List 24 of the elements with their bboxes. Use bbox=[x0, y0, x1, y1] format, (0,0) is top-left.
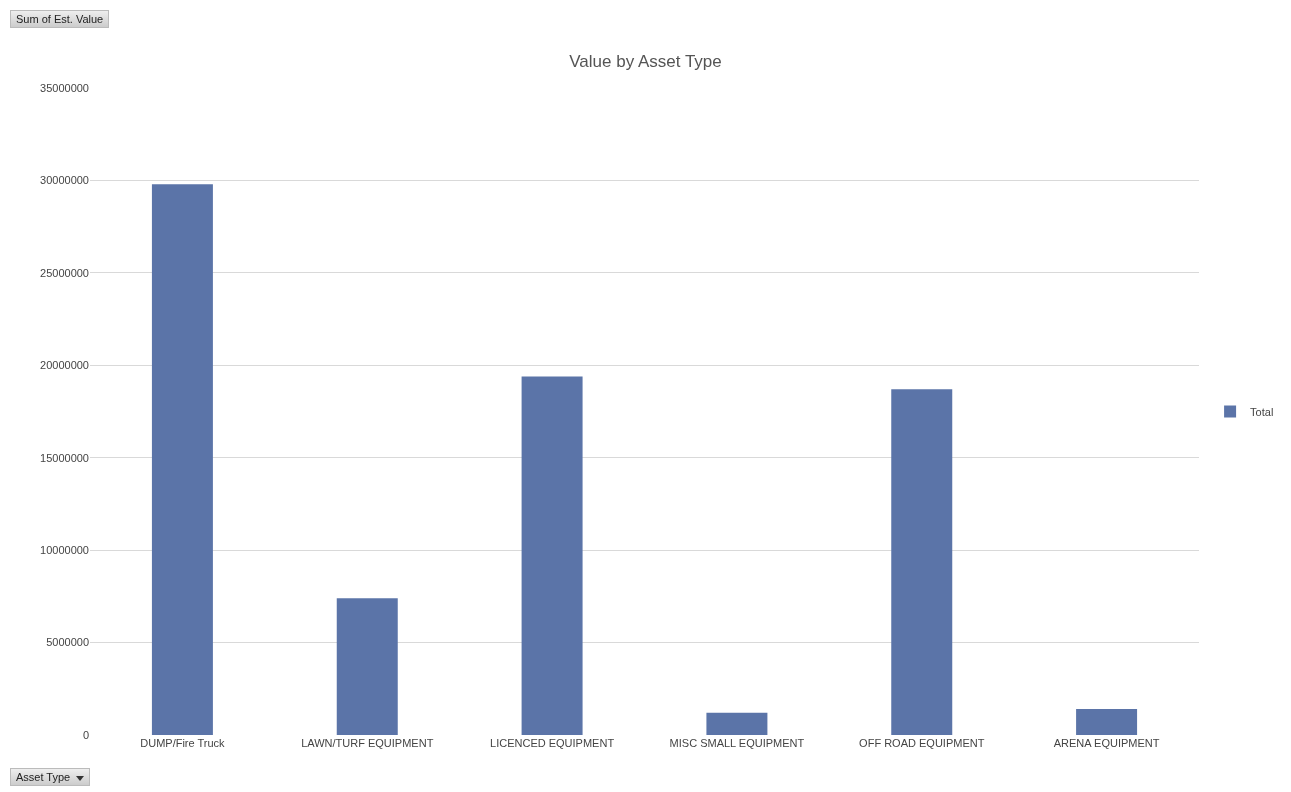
x-tick-label: LICENCED EQUIPMENT bbox=[490, 737, 615, 749]
bar bbox=[706, 712, 768, 735]
legend-label: Total bbox=[1250, 405, 1274, 418]
x-tick-label: ARENA EQUIPMENT bbox=[1053, 737, 1160, 749]
y-tick-label: 5000000 bbox=[46, 636, 89, 649]
x-tick-label: MISC SMALL EQUIPMENT bbox=[669, 737, 805, 749]
y-tick-label: 15000000 bbox=[40, 451, 89, 464]
bar bbox=[1076, 709, 1138, 735]
x-tick-label: LAWN/TURF EQUIPMENT bbox=[301, 737, 434, 749]
x-tick-label: OFF ROAD EQUIPMENT bbox=[859, 737, 985, 749]
y-tick-label: 30000000 bbox=[40, 174, 89, 187]
text: Sum of Est. Value bbox=[16, 13, 104, 25]
text: Asset Type bbox=[16, 771, 71, 783]
y-tick-label: 10000000 bbox=[40, 543, 89, 556]
x-tick-label: DUMP/Fire Truck bbox=[140, 737, 226, 749]
bar bbox=[336, 598, 398, 735]
bar bbox=[521, 376, 583, 735]
bar bbox=[151, 184, 213, 735]
y-tick-label: 20000000 bbox=[40, 359, 89, 372]
y-tick-label: 0 bbox=[82, 728, 89, 741]
y-tick-label: 25000000 bbox=[40, 266, 89, 279]
bar bbox=[891, 389, 953, 735]
chart-title: Value by Asset Type bbox=[569, 52, 722, 72]
y-tick-label: 35000000 bbox=[40, 81, 89, 94]
